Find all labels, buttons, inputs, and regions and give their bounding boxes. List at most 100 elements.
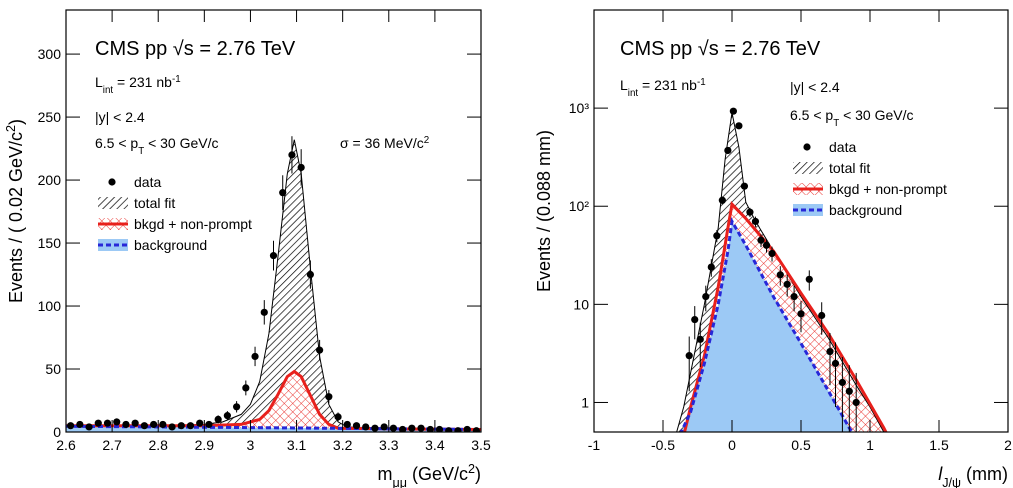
data-point [103,419,112,427]
text-part: -1 [172,74,181,85]
legend-swatch [98,239,128,251]
data-point [251,352,259,361]
hatch-area [66,139,481,432]
y-tick-label: 10 [573,296,589,312]
data-point [435,425,444,432]
annotation: σ = 36 MeV/c2 [340,135,429,152]
data-point [223,412,231,420]
text-part: 6.5 < p [95,135,138,151]
data-point [362,423,370,431]
data-point [316,346,324,354]
data-point [113,418,121,426]
y-axis-title: Events / ( 0.02 GeV/c2) [4,119,26,303]
text-part: Events / ( 0.02 GeV/c [6,132,26,303]
data-point [751,217,760,226]
legend-marker [803,143,811,151]
data-point [94,419,102,427]
chart: -1 -0.5 0 0.5 1 1.5 2 1 10 10² 10³ lJ/ψ (mm) Events … [534,9,1012,488]
x-tick-label: 2.7 [102,437,122,453]
data-point [852,398,860,407]
text-part: L [95,74,103,90]
y-axis-title: Events / (0.088 mm) [534,130,554,292]
text-part: 2 [424,135,429,146]
x-axis-title: lJ/ψ (mm) [938,464,1008,488]
data-point [343,420,351,429]
data-point [122,420,130,429]
data-point [131,419,139,427]
x-tick-label: 3.2 [333,437,353,453]
fill-area [681,221,853,432]
annotation: |y| < 2.4 [790,79,840,95]
annotation: 6.5 < pT < 30 GeV/c [790,107,914,129]
data-point [306,270,314,279]
data-point [713,232,721,240]
data-point [389,424,397,432]
plot-area [676,107,888,432]
text-part: T [833,118,839,129]
x-tick-label: 1 [866,437,874,453]
data-point [269,252,278,260]
data-point [371,424,379,432]
annotation: 6.5 < pT < 30 GeV/c [95,135,219,157]
data-point [279,189,287,197]
data-point [718,196,726,204]
data-point [380,423,388,431]
text-part: L [620,77,628,93]
x-axis-title: mμμ (GeV/c2) [377,462,481,488]
legend-label: background [829,202,902,218]
text-part: l [938,464,943,484]
x-tick-label: 2.9 [195,437,215,453]
legend-label: data [829,139,856,155]
legend-marker [108,178,116,186]
data-point [417,424,425,432]
text-part: CMS pp √s = 2.76 TeV [620,38,821,60]
data-point [352,422,361,430]
text-part: T [138,146,144,157]
data-point [408,424,416,432]
data-point [805,275,813,283]
data-point [242,384,250,392]
text-part: J/ψ [942,476,961,488]
text-part: int [628,88,639,99]
y-tick-label: 300 [38,46,62,62]
legend-label: total fit [829,160,870,176]
data-point [186,422,195,430]
annotation: Lint = 231 nb-1 [620,77,706,99]
x-tick-label: 3.3 [379,437,399,453]
data-point [463,425,471,432]
legend-label: data [134,174,161,190]
text-part: 2 [4,125,18,132]
data-point [746,208,754,216]
data-point [768,249,776,258]
text-part: |y| < 2.4 [790,79,840,95]
data-point [297,163,305,172]
legend-label: background [134,237,207,253]
data-point [334,413,342,421]
data-point [426,425,434,432]
hatch-line [66,139,481,430]
y-tick-label: 10³ [569,100,590,116]
x-tick-label: 0 [728,437,736,453]
data-point [740,182,749,190]
legend-label: bkgd + non-prompt [134,216,252,232]
data-point [159,420,167,429]
legend: data total fit bkgd + non-prompt background [98,174,252,253]
fill-line [679,216,855,432]
data-point [260,308,268,316]
x-tick-label: 3.4 [425,437,445,453]
text-part: m [377,464,392,484]
text-part: Events / (0.088 mm) [534,130,554,292]
text-part: CMS pp √s = 2.76 TeV [95,38,296,60]
text-part: -1 [697,77,706,88]
text-part: μμ [392,476,407,488]
y-tick-label: 250 [38,109,62,125]
y-tick-label: 1 [581,394,589,410]
data-point [696,335,704,343]
data-point [702,292,710,301]
text-part: int [103,85,114,96]
data-point [76,420,84,429]
data-point [150,420,158,429]
text-part: < 30 GeV/c [839,107,913,123]
x-tick-label: 3.1 [287,437,307,453]
